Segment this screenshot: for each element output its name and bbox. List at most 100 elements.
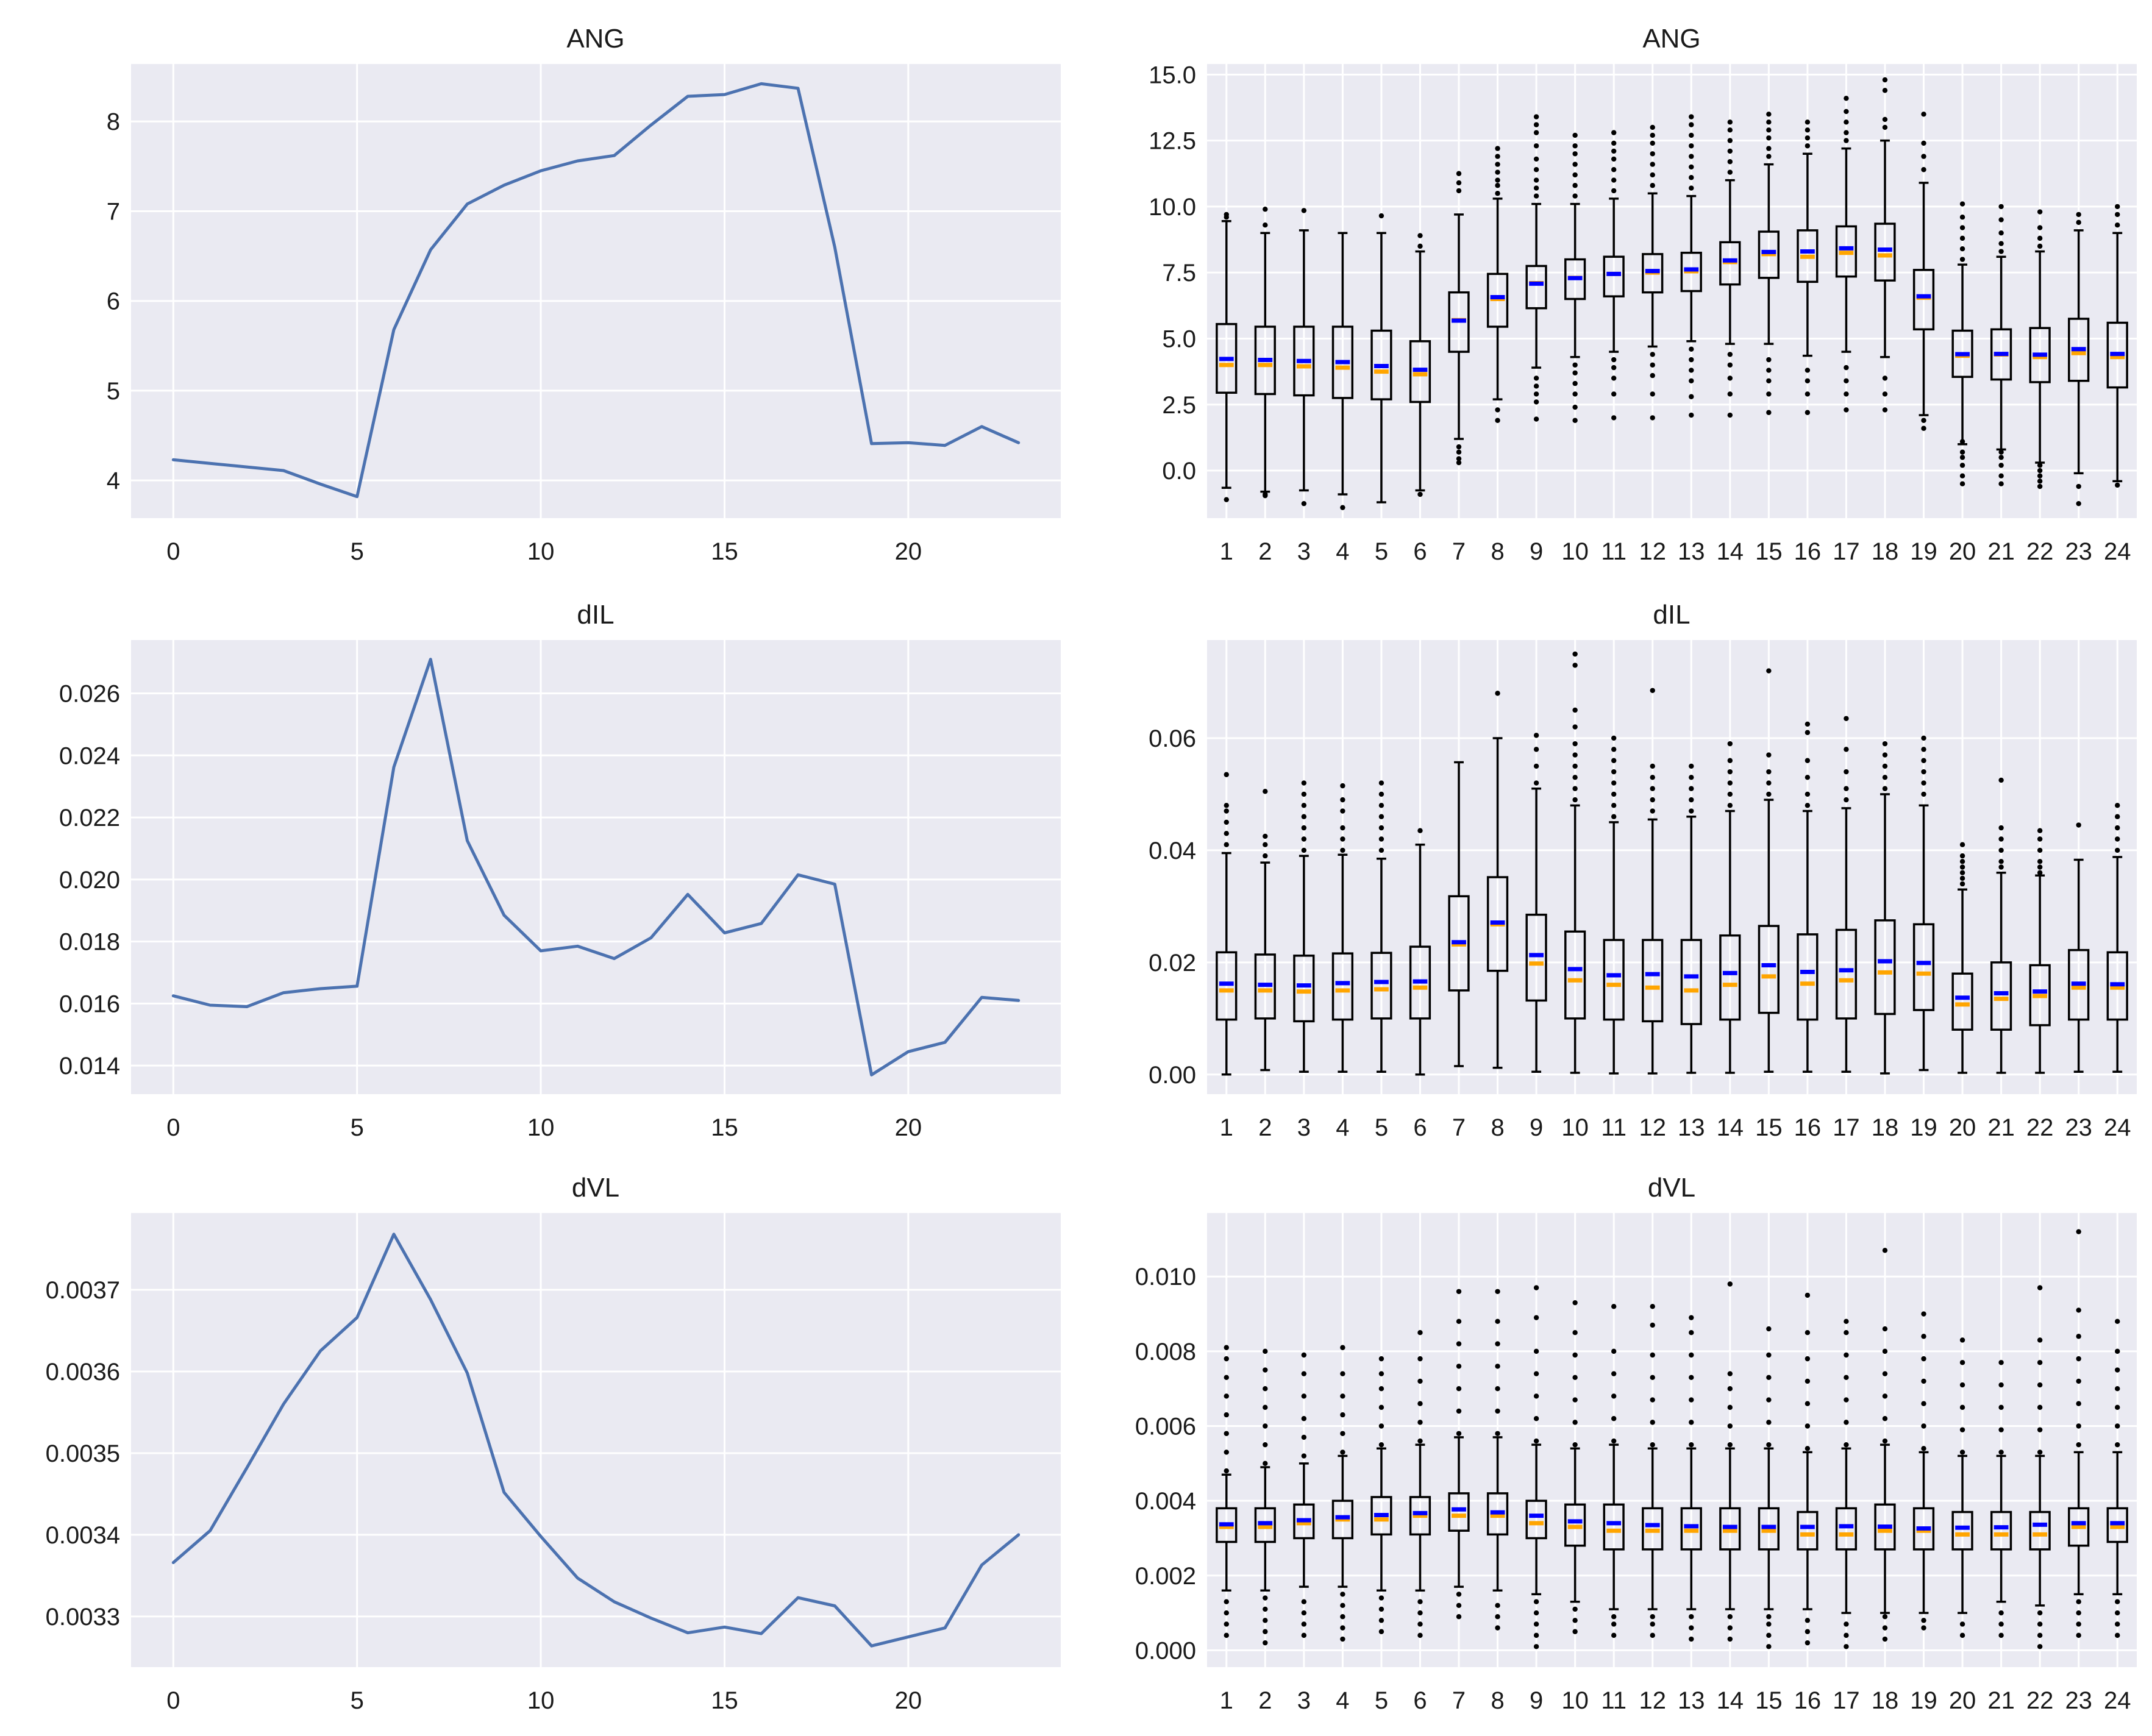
dvl-box-flier-1-5 [1224,1450,1229,1455]
dil-box-iqr-box-2 [1254,953,1276,1020]
dvl-box-xtick-label-16: 17 [1833,1687,1860,1714]
ang-box-flier-10-12 [1572,132,1578,138]
ang-box-flier-10-2 [1572,391,1578,397]
dvl-box-flier-6-4 [1417,1438,1423,1444]
dvl-box-flier-23-6 [2076,1401,2081,1406]
dil-box-xtick-label-20: 21 [1987,1114,2015,1141]
dvl-box-flier-12-2 [1650,1614,1655,1620]
dvl-box-flier-17-1 [1844,1632,1849,1638]
dvl-box-flier-9-10 [1533,1315,1539,1320]
dvl-box-flier-17-2 [1844,1621,1849,1627]
ang-box-flier-12-1 [1650,391,1655,397]
dil-box-iqr-box-13 [1680,939,1702,1025]
ang-box-flier-9-0 [1533,416,1539,422]
dil-box-flier-14-2 [1727,780,1733,786]
dvl-box-flier-6-6 [1417,1401,1423,1406]
dvl-box-iqr-box-21 [1990,1510,2012,1551]
ang-box-flier-8-7 [1495,154,1500,159]
ang-box-flier-10-3 [1572,380,1578,386]
ang-box-box-18 [1874,77,1896,413]
dil-box-box-23 [2068,822,2090,1073]
ang-box-flier-14-8 [1727,138,1733,143]
dvl-box-xtick-label-21: 22 [2026,1687,2054,1714]
dil-box-flier-4-0 [1340,847,1345,853]
dvl-line-ytick-label-1: 0.0034 [46,1522,120,1549]
dil-box-flier-4-4 [1340,797,1345,803]
ang-box-flier-21-1 [1998,473,2004,478]
ang-box-iqr-box-21 [1990,328,2012,381]
dil-box-box-15 [1758,668,1780,1073]
dvl-box-flier-3-0 [1301,1632,1307,1638]
dvl-box-flier-7-9 [1456,1289,1462,1294]
dvl-box-flier-18-4 [1882,1416,1888,1421]
ang-box-xtick-label-15: 16 [1794,538,1822,565]
dvl-line-xtick-label-0: 0 [166,1687,180,1714]
dil-box-ytick-label-2: 0.04 [1149,838,1196,864]
ang-box-ytick-label-5: 12.5 [1149,128,1196,155]
ang-box-flier-10-5 [1572,362,1578,368]
dvl-box-flier-15-6 [1766,1397,1772,1403]
dvl-box-flier-8-2 [1495,1603,1500,1609]
dvl-box-flier-6-9 [1417,1330,1423,1336]
dvl-line-xtick-label-1: 5 [351,1687,364,1714]
dvl-box-flier-5-8 [1378,1371,1384,1376]
dvl-box-flier-15-0 [1766,1644,1772,1649]
dil-box-ytick-label-1: 0.02 [1149,950,1196,976]
ang-box-xtick-label-11: 12 [1639,538,1666,565]
dvl-box-flier-24-7 [2115,1386,2120,1392]
dvl-box-flier-17-0 [1844,1644,1849,1649]
panel-title-dil-box: dIL [1653,600,1690,630]
ang-box-iqr-box-10 [1564,258,1586,301]
ang-box-box-17 [1835,96,1858,413]
dvl-box-flier-14-6 [1727,1386,1733,1392]
panel-title-dvl-line: dVL [572,1173,619,1203]
dvl-box-flier-7-2 [1456,1592,1462,1597]
dvl-box-xtick-label-7: 8 [1491,1687,1504,1714]
dvl-box-flier-16-0 [1805,1640,1811,1646]
dil-box-flier-14-5 [1727,741,1733,747]
dil-box-flier-12-1 [1650,797,1655,803]
dil-box-flier-24-4 [2115,803,2120,808]
dvl-box-flier-13-7 [1689,1352,1694,1358]
ang-box-iqr-box-5 [1370,329,1392,400]
ang-box-flier-2-3 [1263,207,1268,212]
dvl-box-flier-15-9 [1766,1326,1772,1332]
ang-line-ytick-label-3: 7 [107,198,120,225]
dvl-box-flier-6-7 [1417,1378,1423,1384]
ang-line-xtick-label-4: 20 [895,538,922,565]
ang-box-xtick-label-22: 23 [2065,538,2092,565]
dvl-line-xtick-label-3: 15 [711,1687,738,1714]
dvl-box-flier-1-8 [1224,1393,1229,1399]
ang-box-flier-7-6 [1456,171,1462,176]
dil-box-flier-12-5 [1650,688,1655,693]
dil-box-flier-12-3 [1650,775,1655,780]
dil-box-flier-19-0 [1921,791,1926,797]
dvl-box-flier-5-9 [1378,1356,1384,1362]
ang-box-flier-20-3 [1959,455,1965,460]
dil-box-flier-19-5 [1921,735,1926,741]
dvl-box-flier-9-2 [1533,1621,1539,1627]
ang-box-flier-24-2 [2115,212,2120,218]
dil-box-flier-20-4 [1959,859,1965,864]
dvl-box-flier-14-8 [1727,1281,1733,1287]
ang-box-flier-18-5 [1882,88,1888,93]
ang-box-flier-8-5 [1495,169,1500,175]
ang-box-flier-23-1 [2076,483,2081,489]
dvl-box-xtick-label-8: 9 [1530,1687,1543,1714]
ang-box-flier-7-4 [1456,188,1462,194]
ang-box-flier-11-9 [1611,148,1617,154]
ang-box-box-15 [1758,112,1780,415]
dil-box-flier-19-2 [1921,769,1926,775]
dvl-box-flier-23-9 [2076,1334,2081,1339]
dvl-box-flier-11-2 [1611,1614,1617,1620]
dil-box-flier-5-6 [1378,780,1384,786]
dil-box-flier-3-5 [1301,791,1307,797]
dil-box-box-6 [1409,828,1431,1076]
ang-box-iqr-box-2 [1254,326,1276,396]
dil-box-flier-9-1 [1533,763,1539,769]
ang-box-flier-22-8 [2037,209,2043,215]
ang-box-flier-19-4 [1921,140,1926,146]
dil-box-flier-5-0 [1378,847,1384,853]
dvl-box-flier-11-7 [1611,1348,1617,1354]
dvl-box-flier-7-5 [1456,1386,1462,1392]
